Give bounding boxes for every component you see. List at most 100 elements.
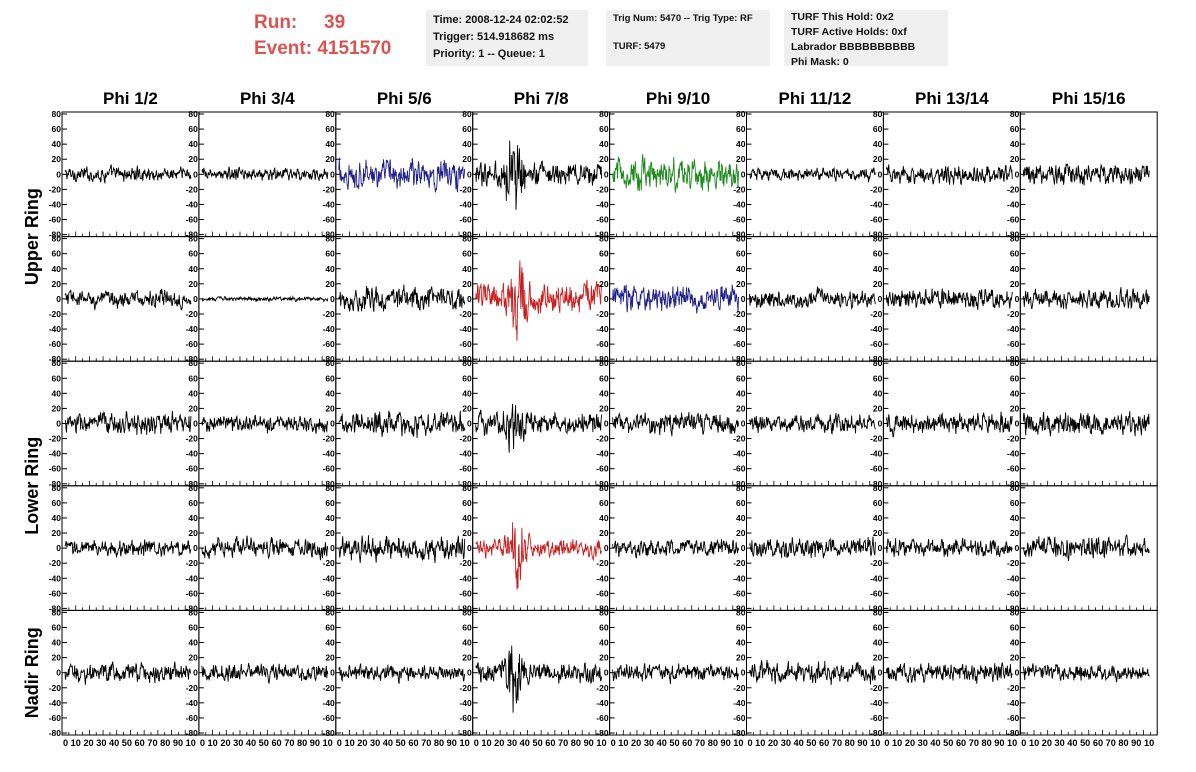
column-title-5: Phi 9/10	[646, 89, 710, 108]
y-tick-label: 40	[1010, 264, 1020, 274]
y-tick-label: -20	[459, 309, 472, 319]
y-tick-label: -40	[186, 324, 199, 334]
y-tick-label: 80	[188, 483, 198, 493]
waveform-r1-c4	[475, 140, 603, 210]
y-tick-label: 20	[462, 279, 472, 289]
y-tick-label: -20	[49, 434, 62, 444]
y-tick-label: -80	[323, 479, 336, 489]
y-tick-label: 0	[1015, 668, 1020, 678]
y-tick-label: -80	[596, 354, 609, 364]
y-tick-label: 20	[325, 403, 335, 413]
y-tick-label: -80	[459, 479, 472, 489]
waveform-r4-c6	[749, 536, 876, 559]
y-tick-label: -80	[49, 728, 62, 738]
y-tick-label: -20	[596, 184, 609, 194]
y-tick-label: -80	[323, 603, 336, 613]
y-tick-label: 60	[736, 124, 746, 134]
waveform-r3-c1	[64, 410, 192, 436]
y-tick-label: -20	[1007, 558, 1020, 568]
y-tick-label: 20	[736, 403, 746, 413]
y-tick-label: 20	[1010, 403, 1020, 413]
y-tick-label: 20	[599, 403, 609, 413]
waveform-r2-c4	[475, 260, 603, 341]
y-tick-label: 20	[462, 403, 472, 413]
event-value: 4151570	[317, 38, 392, 59]
y-tick-label: -20	[733, 434, 746, 444]
y-tick-label: 20	[873, 403, 883, 413]
waveform-r2-c8	[1022, 287, 1150, 310]
y-tick-label: 0	[1015, 169, 1020, 179]
run-value: 39	[324, 12, 346, 33]
y-tick-label: 60	[1010, 249, 1020, 259]
y-tick-label: 60	[873, 622, 883, 632]
y-tick-label: -40	[733, 698, 746, 708]
y-tick-label: -20	[1007, 309, 1020, 319]
y-tick-label: 0	[741, 543, 746, 553]
y-tick-label: -20	[870, 184, 883, 194]
y-tick-label: 60	[873, 249, 883, 259]
y-tick-label: -80	[870, 354, 883, 364]
y-tick-label: 0	[467, 543, 472, 553]
x-tick-labels: 0 10 20 30 40 50 60 70 80 90 10	[63, 738, 196, 749]
y-tick-label: 80	[873, 483, 883, 493]
y-tick-label: -40	[1007, 324, 1020, 334]
y-tick-label: -20	[323, 184, 336, 194]
y-tick-label: 40	[52, 513, 62, 523]
y-tick-label: 0	[467, 419, 472, 429]
waveform-r3-c4	[475, 403, 603, 453]
y-tick-label: -80	[186, 728, 199, 738]
y-tick-label: -80	[596, 479, 609, 489]
y-tick-label: -60	[323, 588, 336, 598]
y-tick-label: 40	[599, 513, 609, 523]
y-tick-label: 80	[462, 234, 472, 244]
y-tick-label: 60	[188, 622, 198, 632]
y-tick-label: -60	[186, 713, 199, 723]
y-tick-label: -40	[1007, 573, 1020, 583]
y-tick-label: 20	[599, 279, 609, 289]
y-tick-label: -40	[49, 199, 62, 209]
y-tick-label: 0	[878, 668, 883, 678]
waveform-r5-c4	[475, 645, 603, 713]
waveform-r1-c8	[1022, 163, 1150, 186]
y-tick-label: 60	[462, 498, 472, 508]
y-tick-label: 80	[462, 358, 472, 368]
y-tick-label: -60	[323, 713, 336, 723]
y-tick-label: -80	[186, 230, 199, 240]
y-tick-label: 80	[188, 234, 198, 244]
y-tick-label: 80	[52, 358, 62, 368]
y-tick-label: -80	[49, 230, 62, 240]
labrador-text: Labrador BBBBBBBBBB	[791, 41, 916, 53]
y-tick-label: 40	[325, 388, 335, 398]
y-tick-label: 0	[330, 419, 335, 429]
y-tick-label: -40	[870, 324, 883, 334]
y-tick-label: -60	[459, 215, 472, 225]
y-tick-label: -80	[870, 728, 883, 738]
column-title-2: Phi 3/4	[240, 89, 295, 108]
y-tick-label: -40	[323, 449, 336, 459]
y-tick-label: -60	[870, 339, 883, 349]
y-tick-label: 40	[462, 264, 472, 274]
y-tick-label: 60	[599, 249, 609, 259]
y-tick-label: 20	[736, 279, 746, 289]
y-tick-label: 80	[325, 483, 335, 493]
y-tick-label: 0	[56, 294, 61, 304]
trigger-info-box: Trig Num: 5470 -- Trig Type: RF TURF: 54…	[606, 10, 770, 66]
y-tick-label: -40	[459, 199, 472, 209]
y-tick-label: 80	[325, 358, 335, 368]
y-tick-label: -20	[870, 558, 883, 568]
y-tick-label: 60	[462, 249, 472, 259]
y-tick-label: 80	[736, 109, 746, 119]
y-tick-label: -60	[870, 713, 883, 723]
waveform-r5-c8	[1022, 663, 1150, 683]
y-tick-label: -40	[870, 573, 883, 583]
y-tick-label: -40	[1007, 199, 1020, 209]
y-tick-label: 80	[52, 234, 62, 244]
y-tick-label: 80	[462, 109, 472, 119]
waveform-r2-c5	[612, 284, 739, 314]
y-tick-label: 80	[325, 109, 335, 119]
y-tick-label: 40	[873, 264, 883, 274]
y-tick-label: 60	[736, 498, 746, 508]
y-tick-label: -20	[596, 558, 609, 568]
y-tick-label: -40	[733, 199, 746, 209]
y-tick-label: -60	[596, 713, 609, 723]
